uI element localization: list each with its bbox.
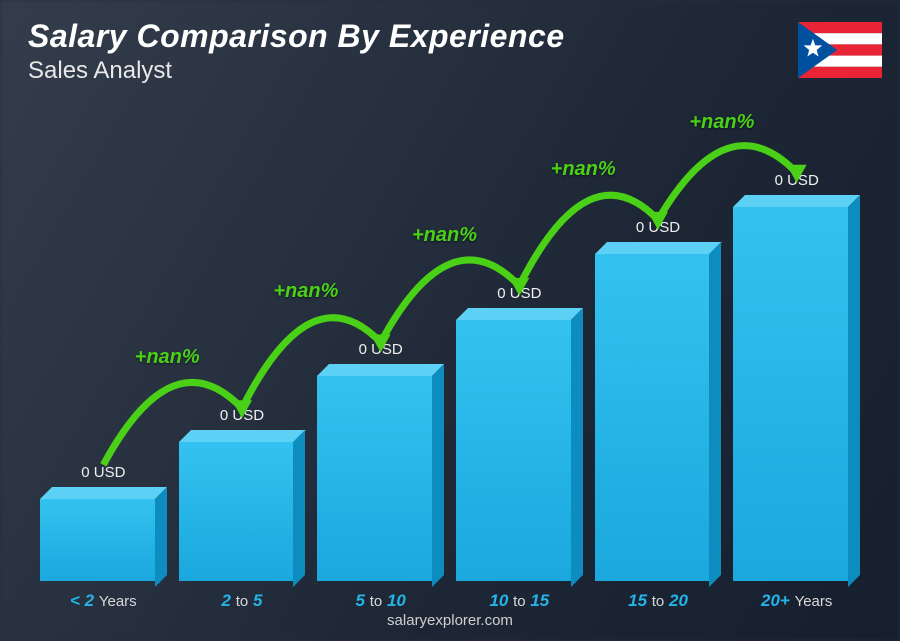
- bar-group: 0 USD20+ Years: [733, 110, 860, 581]
- bar-value: 0 USD: [317, 341, 444, 358]
- bar: [733, 195, 860, 581]
- bar-value: 0 USD: [40, 464, 167, 481]
- bar-value: 0 USD: [179, 407, 306, 424]
- content-layer: Salary Comparison By Experience Sales An…: [0, 0, 900, 641]
- bar: [317, 364, 444, 581]
- header: Salary Comparison By Experience Sales An…: [28, 18, 565, 85]
- x-axis-label: 20+ Years: [733, 591, 860, 611]
- page-title: Salary Comparison By Experience: [28, 18, 565, 55]
- page-subtitle: Sales Analyst: [28, 57, 565, 85]
- x-axis-label: 2 to 5: [179, 591, 306, 611]
- bar-value: 0 USD: [733, 172, 860, 189]
- x-axis-label: 10 to 15: [456, 591, 583, 611]
- flag-icon: [798, 22, 882, 78]
- bar: [456, 308, 583, 581]
- bar-value: 0 USD: [595, 219, 722, 236]
- bar-group: 0 USD5 to 10: [317, 110, 444, 581]
- x-axis-label: 5 to 10: [317, 591, 444, 611]
- x-axis-label: 15 to 20: [595, 591, 722, 611]
- growth-arc-label: +nan%: [689, 111, 754, 134]
- growth-arc-label: +nan%: [135, 346, 200, 369]
- bar-value: 0 USD: [456, 285, 583, 302]
- bar: [179, 430, 306, 581]
- bar: [595, 242, 722, 581]
- bar: [40, 487, 167, 581]
- growth-arc-label: +nan%: [551, 158, 616, 181]
- x-axis-label: < 2 Years: [40, 591, 167, 611]
- growth-arc-label: +nan%: [273, 280, 338, 303]
- growth-arc-label: +nan%: [412, 224, 477, 247]
- footer-attribution: salaryexplorer.com: [0, 612, 900, 629]
